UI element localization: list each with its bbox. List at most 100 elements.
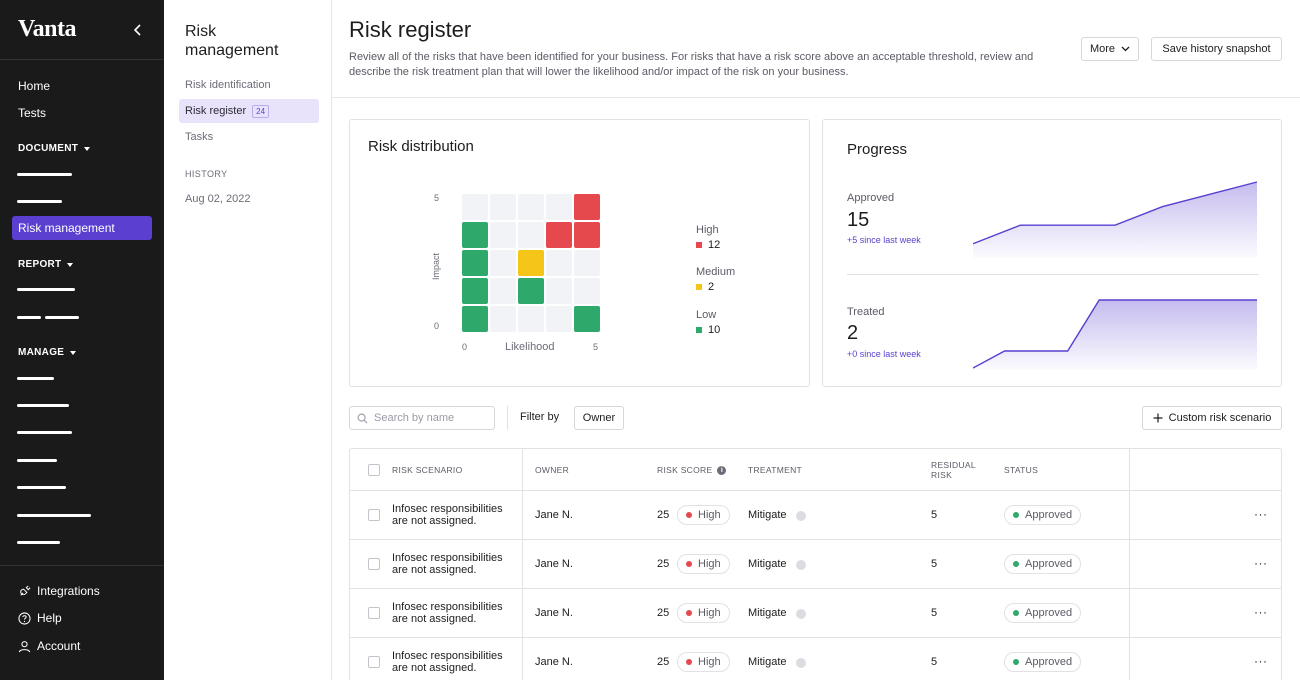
heatmap-cell-empty bbox=[546, 250, 572, 276]
heatmap-cell-empty bbox=[490, 250, 516, 276]
column-divider bbox=[1129, 449, 1130, 680]
info-icon[interactable]: i bbox=[717, 465, 727, 475]
subnav-label: Risk register bbox=[185, 105, 247, 117]
heatmap-cell-empty bbox=[546, 194, 572, 220]
table-row[interactable]: Infosec responsibilities are not assigned… bbox=[350, 588, 1281, 637]
risk-scenario-cell[interactable]: Infosec responsibilities are not assigned… bbox=[392, 503, 517, 527]
row-more-icon[interactable]: ··· bbox=[1254, 605, 1268, 619]
legend-low-value: 10 bbox=[696, 324, 720, 336]
scenario-text: Infosec responsibilities bbox=[392, 601, 503, 613]
page-description: Review all of the risks that have been i… bbox=[349, 51, 1034, 78]
sidebar-section-report[interactable]: REPORT bbox=[18, 259, 74, 270]
owner-cell: Jane N. bbox=[535, 607, 573, 619]
column-header-residual[interactable]: RESIDUAL RISK bbox=[931, 460, 976, 480]
section-label: REPORT bbox=[18, 259, 62, 270]
subnav-tasks[interactable]: Tasks bbox=[185, 131, 214, 143]
column-header-treatment[interactable]: TREATMENT bbox=[748, 465, 803, 475]
heatmap-cell-low[interactable] bbox=[462, 306, 488, 332]
treatment-cell: Mitigate bbox=[748, 656, 787, 668]
status-dot bbox=[1013, 512, 1019, 518]
table-row[interactable]: Infosec responsibilities are not assigned… bbox=[350, 637, 1281, 680]
heatmap-cell-low[interactable] bbox=[462, 222, 488, 248]
treatment-cell: Mitigate bbox=[748, 509, 787, 521]
caret-down-icon bbox=[67, 262, 74, 267]
sidebar-item-label: Integrations bbox=[37, 584, 100, 598]
row-more-icon[interactable]: ··· bbox=[1254, 507, 1268, 521]
row-more-icon[interactable]: ··· bbox=[1254, 556, 1268, 570]
heatmap-cell-empty bbox=[518, 306, 544, 332]
sidebar-item-integrations[interactable]: Integrations bbox=[18, 584, 100, 598]
trend-line bbox=[973, 181, 1258, 245]
heatmap-cell-low[interactable] bbox=[462, 250, 488, 276]
table-row[interactable]: Infosec responsibilities are not assigned… bbox=[350, 490, 1281, 539]
heatmap-cell-high[interactable] bbox=[574, 222, 600, 248]
legend-high-value: 12 bbox=[696, 239, 720, 251]
custom-risk-scenario-button[interactable]: Custom risk scenario bbox=[1142, 406, 1282, 430]
risk-level-badge: High bbox=[677, 554, 730, 574]
column-header-owner[interactable]: OWNER bbox=[535, 465, 570, 475]
search-placeholder: Search by name bbox=[374, 412, 455, 424]
sidebar-item-label: Help bbox=[37, 611, 62, 625]
subnav-risk-identification[interactable]: Risk identification bbox=[185, 79, 271, 91]
approved-count: 15 bbox=[847, 209, 870, 231]
sidebar-item-help[interactable]: Help bbox=[18, 611, 62, 625]
risk-score-cell: 25 bbox=[657, 509, 670, 521]
caret-down-icon bbox=[84, 146, 91, 151]
user-icon bbox=[18, 640, 31, 652]
search-input[interactable]: Search by name bbox=[349, 406, 495, 430]
risk-scenario-cell[interactable]: Infosec responsibilities are not assigned… bbox=[392, 552, 517, 576]
approved-delta: +5 since last week bbox=[847, 235, 921, 245]
heatmap-cell-high[interactable] bbox=[574, 194, 600, 220]
placeholder-bar bbox=[17, 288, 75, 291]
row-checkbox[interactable] bbox=[368, 558, 380, 570]
row-checkbox[interactable] bbox=[368, 509, 380, 521]
treated-label: Treated bbox=[847, 306, 885, 318]
owner-filter-button[interactable]: Owner bbox=[574, 406, 624, 430]
sidebar-section-manage[interactable]: MANAGE bbox=[18, 347, 77, 358]
sidebar-item-risk-management[interactable]: Risk management bbox=[12, 216, 152, 240]
risk-scenario-cell[interactable]: Infosec responsibilities are not assigned… bbox=[392, 601, 517, 625]
heatmap-cell-empty bbox=[546, 306, 572, 332]
badge-label: High bbox=[698, 558, 721, 570]
scenario-text: are not assigned. bbox=[392, 613, 477, 625]
placeholder-bar bbox=[17, 200, 62, 203]
heatmap-cell-high[interactable] bbox=[546, 222, 572, 248]
sidebar-item-tests[interactable]: Tests bbox=[18, 106, 47, 120]
sidebar-item-account[interactable]: Account bbox=[18, 639, 80, 653]
sidebar-item-home[interactable]: Home bbox=[18, 79, 51, 93]
heatmap-cell-empty bbox=[462, 194, 488, 220]
row-checkbox[interactable] bbox=[368, 607, 380, 619]
badge-label: High bbox=[698, 509, 721, 521]
chevron-down-icon bbox=[1121, 46, 1130, 52]
trend-area bbox=[973, 300, 1257, 370]
heatmap-cell-low[interactable] bbox=[462, 278, 488, 304]
legend-high-label: High bbox=[696, 224, 719, 236]
subnav-risk-register[interactable]: Risk register 24 bbox=[179, 99, 319, 123]
risk-scenario-cell[interactable]: Infosec responsibilities are not assigned… bbox=[392, 650, 517, 674]
row-checkbox[interactable] bbox=[368, 656, 380, 668]
row-more-icon[interactable]: ··· bbox=[1254, 654, 1268, 668]
heatmap-cell-medium[interactable] bbox=[518, 250, 544, 276]
y-axis-max: 5 bbox=[434, 193, 440, 203]
section-label: MANAGE bbox=[18, 347, 65, 358]
save-history-snapshot-button[interactable]: Save history snapshot bbox=[1151, 37, 1282, 61]
vanta-logo[interactable]: Vanta bbox=[18, 16, 76, 42]
heatmap-cell-low[interactable] bbox=[574, 306, 600, 332]
sidebar-header: Vanta bbox=[0, 0, 164, 60]
treatment-cell: Mitigate bbox=[748, 558, 787, 570]
treated-trend-chart bbox=[973, 299, 1257, 370]
sidebar-section-document[interactable]: DOCUMENT bbox=[18, 143, 91, 154]
collapse-sidebar-icon[interactable] bbox=[130, 22, 146, 38]
heatmap-cell-low[interactable] bbox=[518, 278, 544, 304]
placeholder-bar bbox=[17, 431, 72, 434]
select-all-checkbox[interactable] bbox=[368, 464, 380, 476]
column-header-scenario[interactable]: RISK SCENARIO bbox=[392, 465, 463, 475]
column-header-status[interactable]: STATUS bbox=[1004, 465, 1039, 475]
check-circle-icon bbox=[796, 609, 806, 619]
more-button[interactable]: More bbox=[1081, 37, 1139, 61]
column-header-score[interactable]: RISK SCORE i bbox=[657, 465, 727, 475]
owner-cell: Jane N. bbox=[535, 656, 573, 668]
header-label: RESIDUAL bbox=[931, 460, 976, 470]
history-snapshot-link[interactable]: Aug 02, 2022 bbox=[185, 193, 251, 205]
table-row[interactable]: Infosec responsibilities are not assigned… bbox=[350, 539, 1281, 588]
